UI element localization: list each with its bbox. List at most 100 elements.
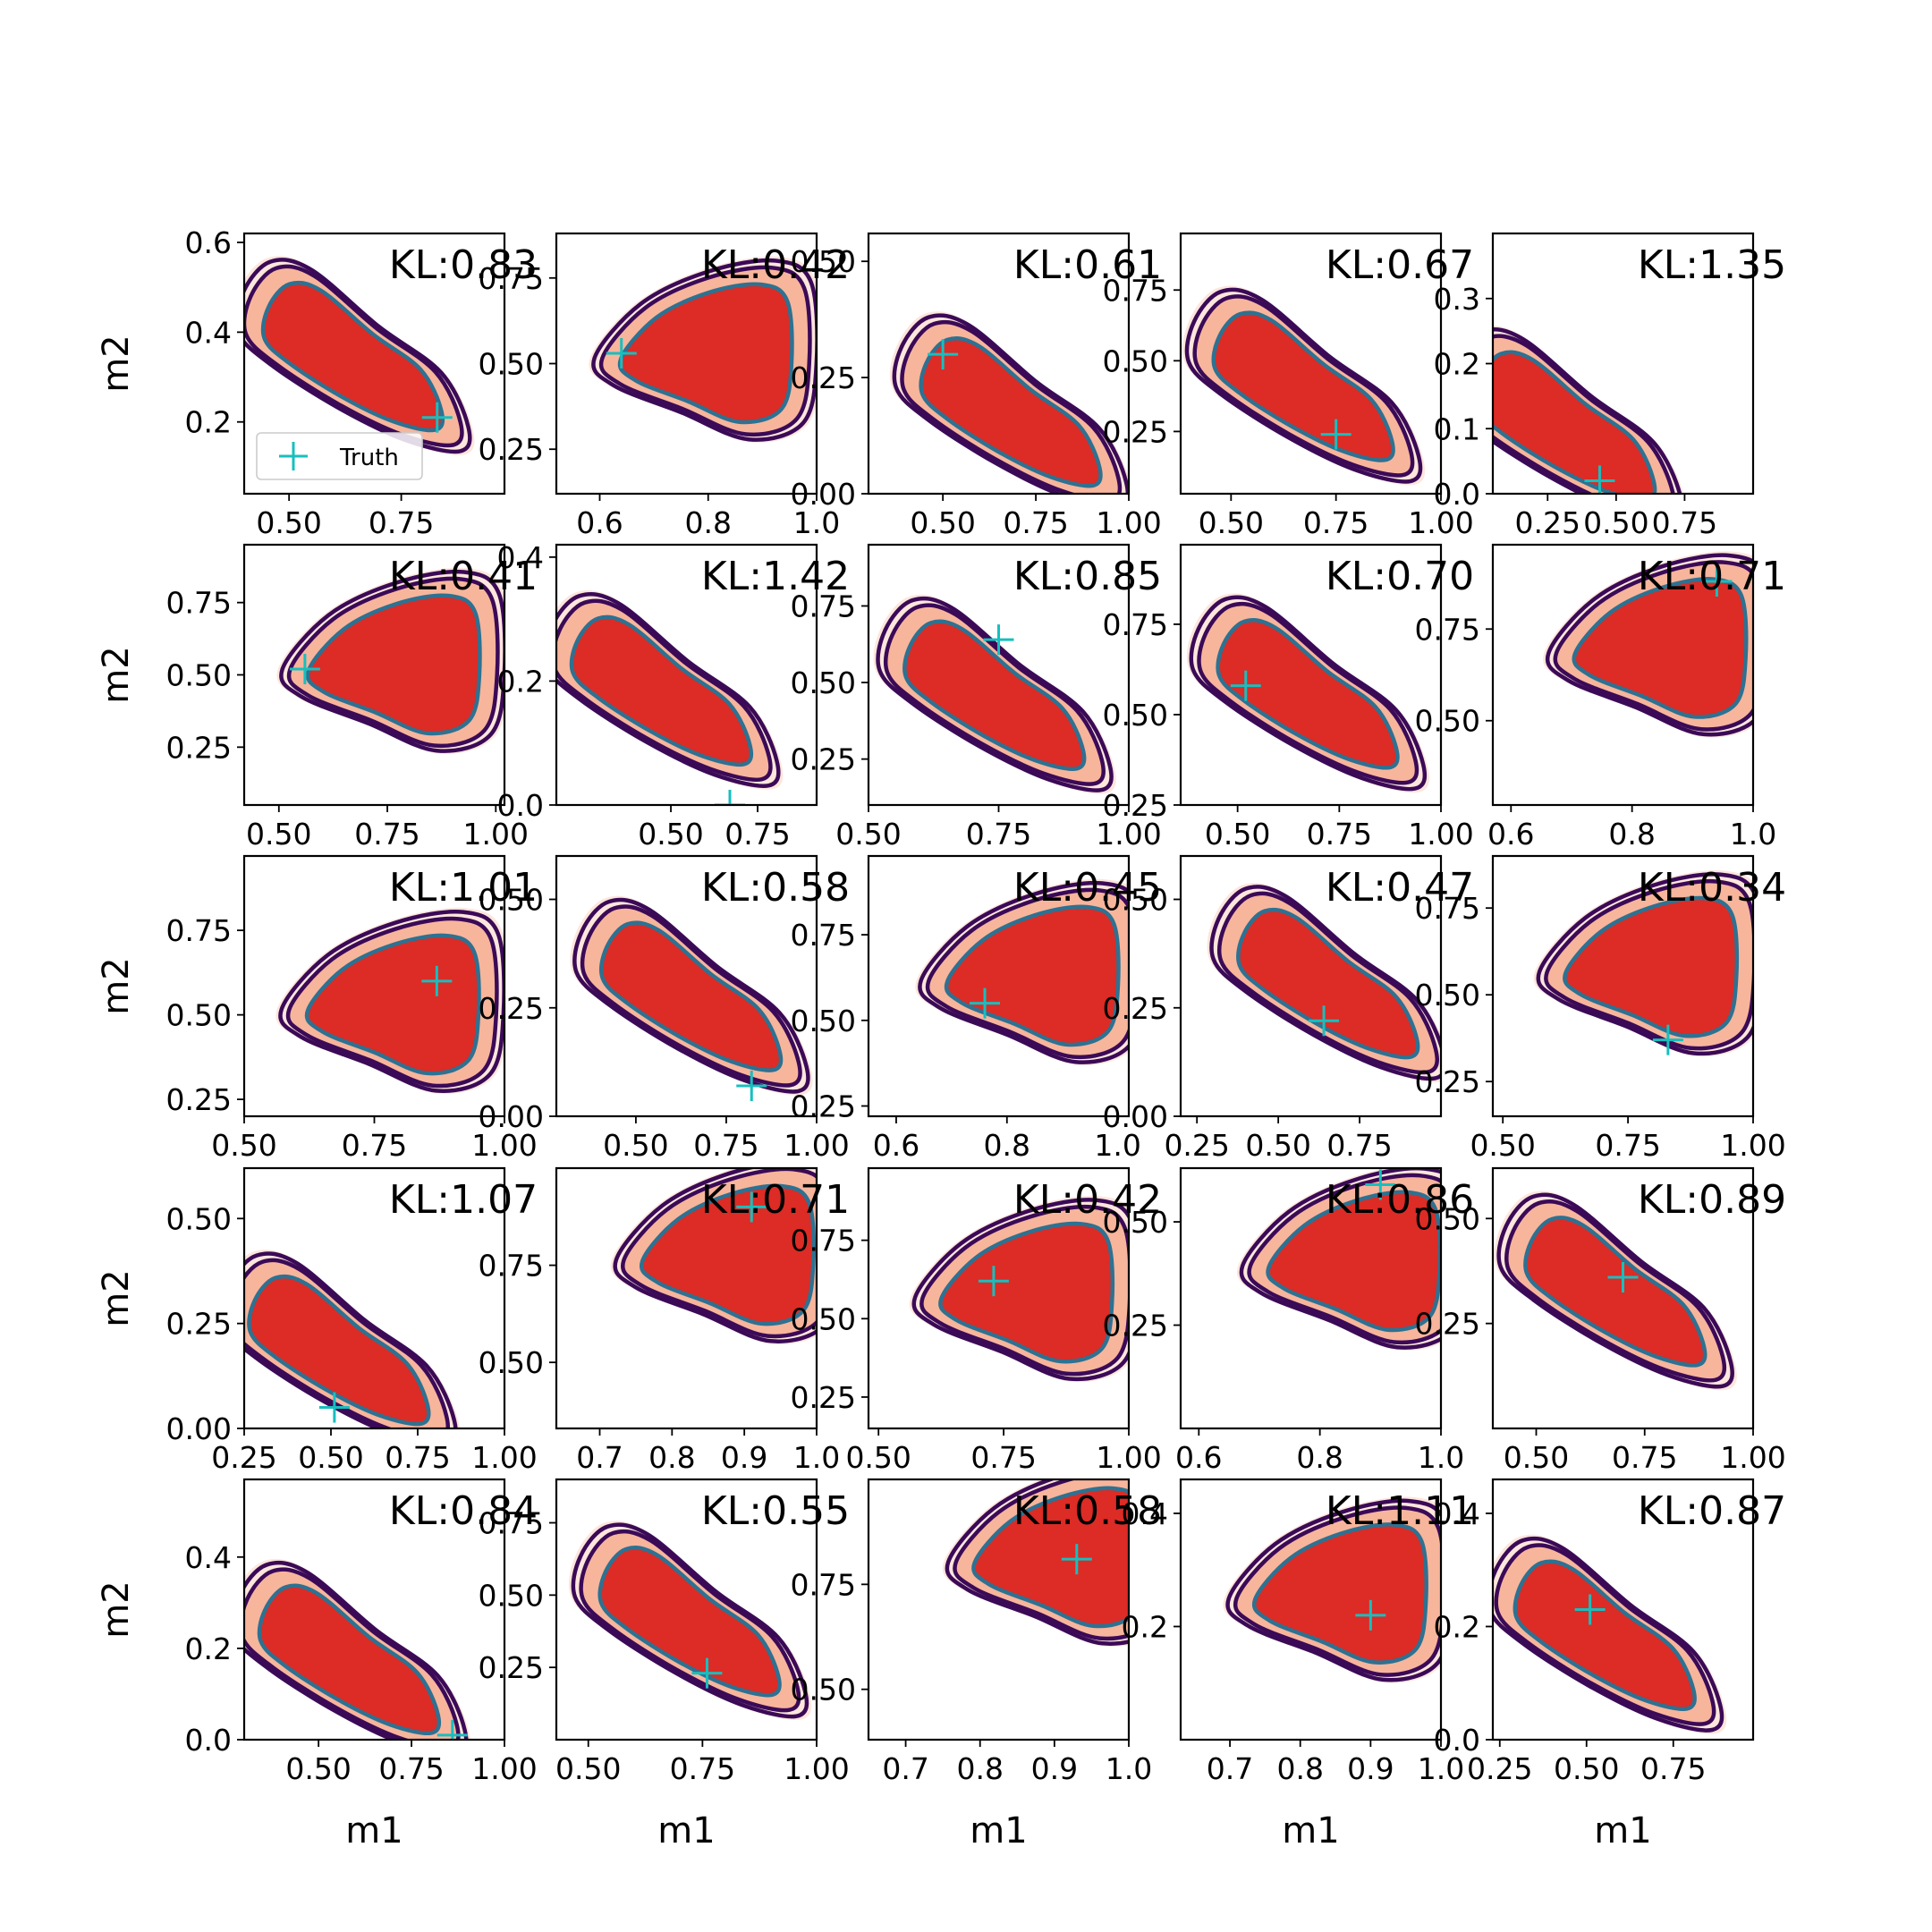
y-tick-label: 0.50 (1415, 1201, 1480, 1236)
y-tick-label: 0.0 (1434, 477, 1480, 512)
panel-25-plot-area (1493, 1534, 1727, 1734)
x-tick-label: 0.50 (555, 1751, 621, 1786)
y-tick-label: 0.4 (1122, 1496, 1168, 1531)
contour-inner (902, 619, 1087, 771)
panel-12: KL:0.58 0.50 0.75 1.00 0.00 0.25 0.50 (479, 854, 850, 1163)
y-tick-label: 0.25 (479, 432, 544, 467)
contour-inner (1266, 1190, 1441, 1333)
y-tick-label: 0.00 (791, 477, 856, 512)
density-fill-core (307, 595, 480, 733)
kl-label: KL:0.67 (1326, 242, 1474, 288)
y-tick-label: 0.75 (1103, 273, 1168, 308)
contour-outer-b (1247, 1173, 1441, 1345)
panel-9: KL:0.70 0.50 0.75 1.00 0.25 0.50 0.75 (1103, 543, 1474, 852)
truth-marker (1309, 1005, 1340, 1037)
x-tick-label: 0.8 (685, 505, 732, 540)
contour-inner (569, 614, 754, 767)
kl-label: KL:1.01 (389, 865, 538, 911)
x-tick-label: 0.75 (1307, 817, 1372, 852)
contour-outer-a (1493, 326, 1682, 494)
density-fill-core (1525, 1217, 1706, 1366)
contour-outer-b (900, 319, 1123, 494)
kl-label: KL:0.45 (1013, 865, 1162, 911)
x-tick-label: 0.50 (910, 505, 975, 540)
contour-outer-b (1544, 878, 1753, 1051)
contour-outer-b (286, 576, 500, 749)
panel-23: KL:0.58 0.7 0.8 0.9 1.0 0.50 0.75 m1 (791, 1478, 1162, 1852)
y-tick-label: 0.50 (791, 1004, 856, 1038)
y-tick-label: 0.75 (791, 589, 856, 623)
x-tick-label: 1.00 (1096, 505, 1161, 540)
density-fill-core (940, 1223, 1113, 1362)
truth-marker (421, 402, 453, 433)
truth-marker (318, 1392, 350, 1423)
x-tick-label: 0.8 (1296, 1440, 1343, 1475)
kl-label: KL:0.58 (701, 865, 850, 911)
y-tick-label: 0.75 (1103, 607, 1168, 642)
contour-outer-a (876, 596, 1114, 792)
contour-inner (938, 1221, 1115, 1364)
contour-outer-a (892, 313, 1129, 494)
y-tick-label: 0.50 (479, 1578, 544, 1613)
y-axis-label: m2 (96, 646, 137, 703)
x-tick-label: 0.6 (576, 505, 623, 540)
contour-outer-a (244, 1560, 469, 1740)
panel-20: KL:0.89 0.50 0.75 1.00 0.25 0.50 (1415, 1166, 1786, 1475)
x-tick-label: 0.25 (1515, 505, 1580, 540)
contour-outer-a (1496, 1192, 1734, 1389)
y-tick-label: 0.75 (1415, 612, 1480, 647)
panel-20-plot-area (1494, 1191, 1737, 1391)
truth-marker (1701, 565, 1733, 597)
contour-outer-b (953, 1479, 1129, 1641)
contour-outer-b (1553, 560, 1753, 732)
y-tick-label: 0.25 (1103, 991, 1168, 1026)
y-tick-label: 0.50 (791, 244, 856, 279)
panel-17-plot-area (610, 1168, 817, 1344)
y-tick-label: 0.50 (791, 1301, 856, 1336)
x-axis-label: m1 (1282, 1810, 1339, 1852)
x-tick-label: 0.50 (211, 1128, 276, 1163)
y-tick-label: 0.25 (1103, 788, 1168, 823)
y-tick-label: 0.4 (497, 540, 544, 575)
truth-marker (970, 987, 1001, 1019)
y-axis-label: m2 (96, 335, 137, 392)
panel-22-plot-area (568, 1521, 812, 1721)
y-tick-label: 0.25 (791, 1089, 856, 1124)
panel-15-plot-area (1533, 870, 1753, 1057)
y-tick-label: 0.25 (791, 742, 856, 777)
axes-frame (242, 1478, 506, 1741)
truth-marker (978, 1266, 1009, 1297)
y-tick-label: 0.75 (479, 1249, 544, 1284)
x-tick-label: 0.50 (285, 1751, 351, 1786)
y-tick-label: 0.50 (791, 665, 856, 700)
y-axis-label: m2 (96, 1269, 137, 1326)
density-fill-core (263, 283, 443, 431)
y-tick-label: 0.2 (1122, 1609, 1168, 1644)
contour-inner (260, 280, 445, 433)
x-tick-label: 0.9 (1031, 1751, 1078, 1786)
axes-frame (555, 543, 818, 807)
x-tick-label: 1.00 (784, 1128, 849, 1163)
y-tick-label: 0.50 (1415, 704, 1480, 739)
kl-label: KL:1.42 (701, 554, 850, 599)
contour-outer-a (1545, 553, 1753, 737)
kl-label: KL:0.83 (389, 242, 538, 288)
contour-inner (1211, 310, 1395, 462)
contour-outer-a (945, 1479, 1129, 1646)
truth-marker (1230, 670, 1261, 701)
contour-inner (1513, 1559, 1697, 1711)
x-tick-label: 1.0 (1418, 1751, 1464, 1786)
x-tick-label: 0.6 (1487, 817, 1534, 852)
x-tick-label: 1.00 (1096, 1440, 1161, 1475)
contour-inner (1563, 895, 1740, 1038)
contour-inner (1236, 907, 1420, 1060)
y-tick-label: 0.00 (1103, 1099, 1168, 1134)
x-tick-label: 0.50 (256, 505, 321, 540)
contour-inner (598, 920, 784, 1072)
kl-label: KL:0.86 (1326, 1177, 1474, 1223)
density-fill-core (973, 1487, 1129, 1627)
axes-frame (1179, 543, 1443, 807)
y-tick-label: 0.50 (166, 658, 232, 693)
axes-frame (1179, 854, 1443, 1118)
contour-inner (919, 335, 1103, 488)
